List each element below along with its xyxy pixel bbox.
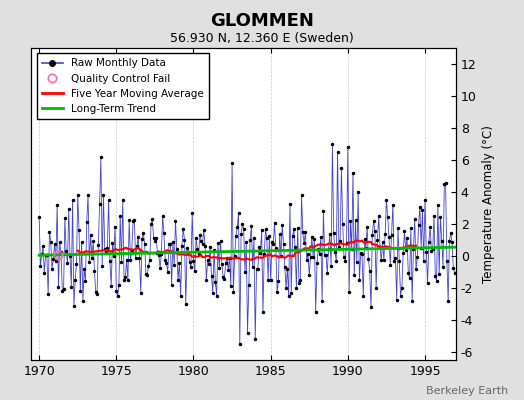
Text: GLOMMEN: GLOMMEN xyxy=(210,12,314,30)
Y-axis label: Temperature Anomaly (°C): Temperature Anomaly (°C) xyxy=(482,125,495,283)
Text: 56.930 N, 12.360 E (Sweden): 56.930 N, 12.360 E (Sweden) xyxy=(170,32,354,45)
Legend: Raw Monthly Data, Quality Control Fail, Five Year Moving Average, Long-Term Tren: Raw Monthly Data, Quality Control Fail, … xyxy=(37,53,209,119)
Text: Berkeley Earth: Berkeley Earth xyxy=(426,386,508,396)
